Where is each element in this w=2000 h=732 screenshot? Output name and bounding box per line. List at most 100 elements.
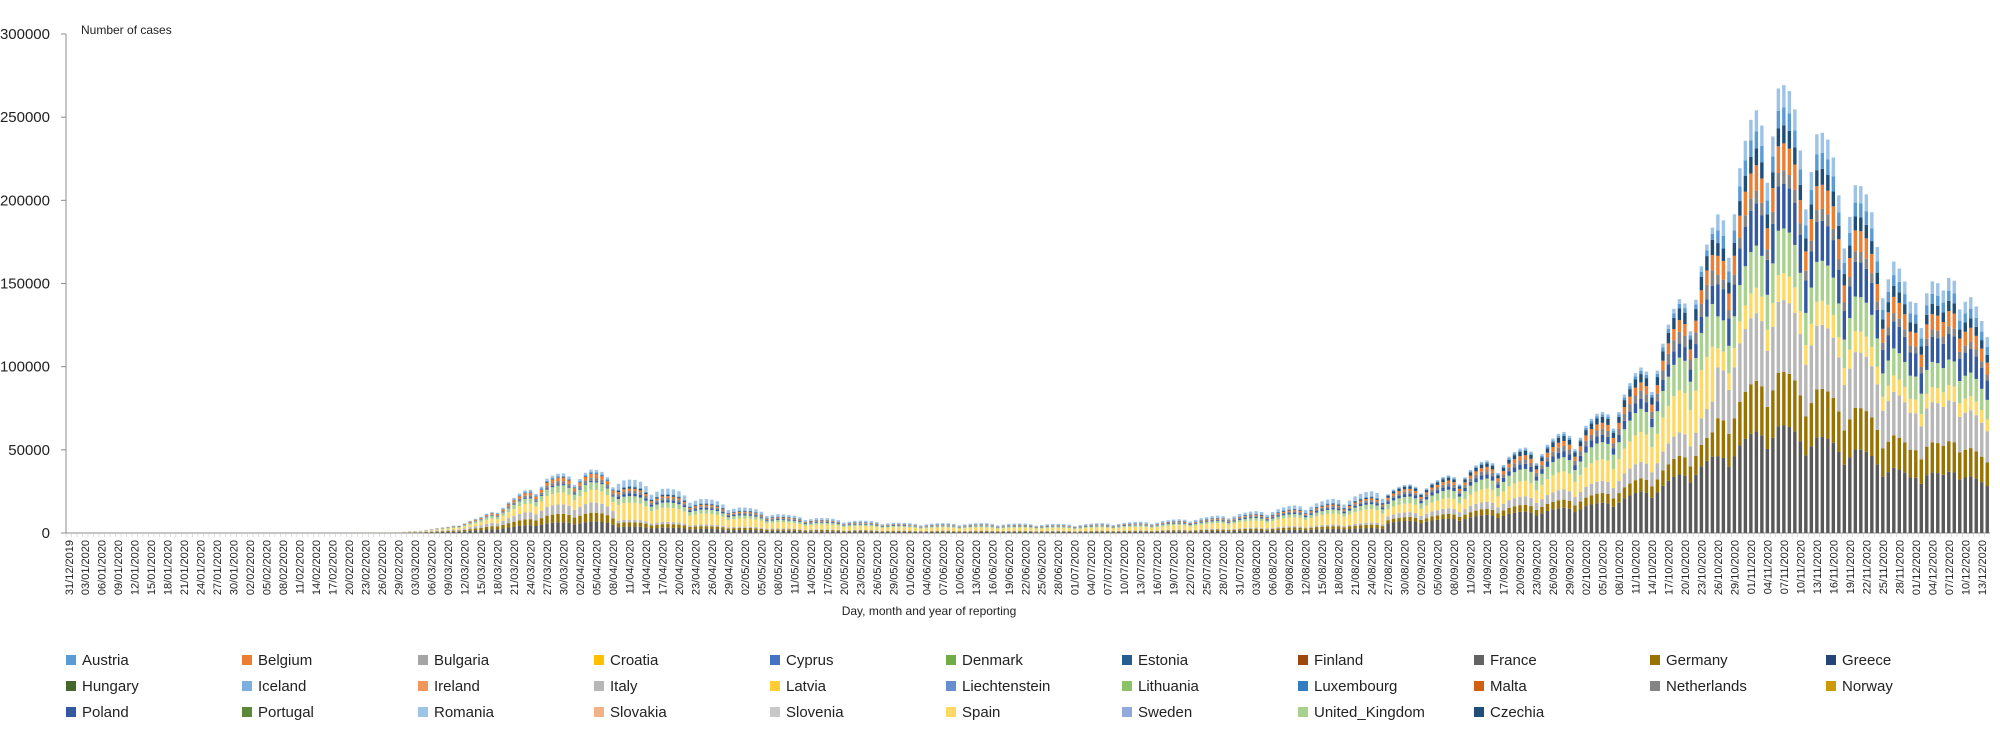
x-tick-label: 27/03/2020 bbox=[542, 540, 554, 595]
bar-segment-poland bbox=[869, 524, 874, 525]
bar-segment-united_kingdom bbox=[440, 528, 445, 530]
bar-segment-czechia bbox=[1941, 312, 1945, 323]
bar-segment-spain bbox=[1292, 517, 1297, 527]
bar-segment-netherlands bbox=[1644, 394, 1649, 403]
bar-segment-germany bbox=[649, 525, 654, 529]
bar-segment-germany bbox=[1809, 403, 1814, 447]
bar-segment-united_kingdom bbox=[1265, 520, 1269, 523]
bar-segment-italy bbox=[484, 523, 489, 527]
bar-segment-other bbox=[1848, 216, 1852, 233]
bar-segment-italy bbox=[578, 507, 582, 516]
bar-segment-belgium bbox=[1391, 493, 1396, 496]
bar-segment-italy bbox=[1364, 522, 1368, 525]
bar-segment-germany bbox=[1067, 531, 1071, 532]
bar-segment-other bbox=[1969, 297, 1973, 309]
bar-segment-germany bbox=[853, 530, 857, 532]
bar-segment-spain bbox=[1771, 303, 1775, 327]
bar-segment-france bbox=[798, 531, 802, 533]
bar-segment-france bbox=[1529, 512, 1533, 533]
bar-segment-germany bbox=[1292, 527, 1297, 530]
bar-segment-germany bbox=[1380, 526, 1385, 529]
bar-segment-france bbox=[803, 531, 808, 533]
bar-segment-other bbox=[1331, 498, 1335, 503]
bar-segment-poland bbox=[1919, 373, 1923, 394]
bar-segment-france bbox=[1358, 528, 1363, 533]
bar-segment-netherlands bbox=[1573, 460, 1577, 466]
bar-segment-france bbox=[1655, 492, 1660, 533]
bar-segment-poland bbox=[594, 481, 599, 483]
bar-segment-united_kingdom bbox=[831, 523, 835, 525]
bar-segment-netherlands bbox=[1743, 215, 1748, 228]
bar-segment-spain bbox=[1221, 523, 1225, 529]
bar-segment-czechia bbox=[1738, 201, 1742, 216]
bar-segment-poland bbox=[1694, 344, 1698, 359]
bar-segment-france bbox=[1007, 531, 1011, 533]
bar-segment-france bbox=[545, 523, 549, 533]
bar-segment-other bbox=[1507, 456, 1511, 459]
bar-segment-france bbox=[512, 526, 516, 533]
bar-segment-netherlands bbox=[842, 524, 846, 526]
bar-segment-united_kingdom bbox=[1490, 480, 1495, 491]
bar-segment-france bbox=[1815, 437, 1819, 533]
bar-segment-italy bbox=[1925, 408, 1929, 447]
bar-segment-austria bbox=[710, 503, 714, 505]
bar-segment-france bbox=[1029, 531, 1033, 533]
bar-segment-poland bbox=[644, 498, 648, 501]
bar-segment-austria bbox=[1919, 338, 1923, 347]
bar-segment-italy bbox=[1342, 525, 1346, 528]
bar-segment-other bbox=[996, 525, 1000, 527]
bar-segment-belgium bbox=[666, 496, 670, 498]
bar-segment-italy bbox=[1501, 503, 1506, 511]
bar-segment-other bbox=[1754, 110, 1759, 132]
legend-label: Latvia bbox=[786, 677, 827, 695]
bar-segment-france bbox=[1958, 479, 1962, 533]
bar-segment-other bbox=[1853, 185, 1858, 203]
bar-segment-spain bbox=[1034, 528, 1038, 532]
bar-segment-poland bbox=[1644, 402, 1649, 412]
bar-segment-spain bbox=[1815, 301, 1819, 326]
bar-segment-belgium bbox=[616, 492, 621, 495]
bar-segment-spain bbox=[1342, 516, 1346, 526]
legend-swatch bbox=[1298, 681, 1308, 691]
bar-segment-czechia bbox=[1419, 494, 1423, 497]
bar-segment-spain bbox=[1446, 497, 1451, 509]
bar-segment-united_kingdom bbox=[825, 522, 830, 525]
bars-layer bbox=[352, 85, 1989, 533]
x-tick-label: 30/03/2020 bbox=[558, 540, 570, 595]
bar-segment-italy bbox=[798, 529, 802, 530]
legend-swatch bbox=[770, 655, 780, 665]
bar-segment-austria bbox=[1980, 331, 1984, 341]
bar-segment-czechia bbox=[1314, 507, 1319, 509]
bar-segment-belgium bbox=[1320, 506, 1324, 508]
bar-segment-czechia bbox=[1210, 518, 1214, 520]
bar-segment-belgium bbox=[704, 504, 709, 507]
x-tick-label: 14/09/2020 bbox=[1482, 540, 1494, 595]
bar-segment-france bbox=[1892, 467, 1896, 533]
bar-segment-france bbox=[809, 531, 813, 533]
bar-segment-netherlands bbox=[1600, 428, 1605, 435]
bar-segment-germany bbox=[1221, 529, 1225, 531]
bar-segment-netherlands bbox=[1870, 273, 1874, 283]
bar-segment-italy bbox=[1171, 529, 1176, 531]
bar-segment-germany bbox=[1573, 505, 1577, 513]
bar-segment-netherlands bbox=[787, 518, 791, 520]
bar-segment-germany bbox=[1705, 437, 1709, 461]
bar-segment-netherlands bbox=[473, 520, 478, 522]
x-tick-label: 16/07/2020 bbox=[1152, 540, 1164, 595]
bar-segment-france bbox=[462, 531, 467, 533]
bar-segment-spain bbox=[1056, 527, 1060, 531]
bar-segment-belgium bbox=[583, 476, 588, 481]
bar-segment-united_kingdom bbox=[1886, 360, 1891, 386]
bar-segment-belgium bbox=[1694, 320, 1698, 333]
bar-segment-united_kingdom bbox=[1798, 272, 1803, 312]
bar-segment-spain bbox=[1776, 275, 1781, 302]
bar-segment-other bbox=[1787, 91, 1792, 114]
bar-segment-germany bbox=[567, 514, 571, 523]
bar-segment-united_kingdom bbox=[1743, 266, 1748, 306]
bar-segment-germany bbox=[1204, 529, 1209, 532]
bar-segment-netherlands bbox=[1732, 274, 1737, 285]
bar-segment-poland bbox=[1661, 379, 1665, 391]
bar-segment-france bbox=[1413, 521, 1418, 533]
bar-segment-austria bbox=[1512, 453, 1517, 456]
x-tick-label: 07/11/2020 bbox=[1779, 540, 1791, 594]
